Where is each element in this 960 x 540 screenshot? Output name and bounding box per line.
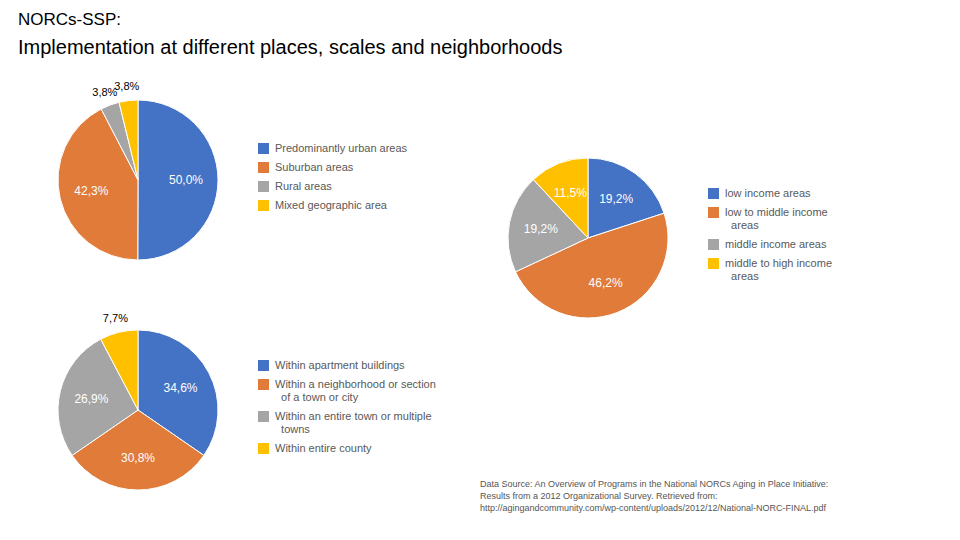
svg-text:11,5%: 11,5% [554,186,587,200]
svg-text:50,0%: 50,0% [169,173,203,187]
svg-text:46,2%: 46,2% [589,276,623,290]
html-text:Mixed geographic area: Mixed geographic area [275,199,387,211]
svg-text:19,2%: 19,2% [599,192,633,206]
html-text:Within apartment buildings: Within apartment buildings [275,359,405,371]
html-text:Predominantly urban areas: Predominantly urban areas [275,142,408,154]
svg-text:3,8%: 3,8% [92,85,118,98]
html-text:Data Source: An Overview of Pr: Data Source: An Overview of Programs in … [480,479,829,513]
html-text:Suburban areas: Suburban areas [275,161,354,173]
svg-text:7,7%: 7,7% [103,312,128,324]
svg-text:26,9%: 26,9% [74,392,108,406]
html-text:Within an entire town or multi: Within an entire town or multiple towns [275,410,432,435]
html-text:middle to high income areas: middle to high income areas [725,257,832,282]
svg-text:30,8%: 30,8% [121,451,155,465]
svg-text:34,6%: 34,6% [163,381,197,395]
svg-text:19,2%: 19,2% [524,222,558,236]
html-text:Within entire county: Within entire county [275,442,372,454]
html-text:low income areas: low income areas [725,187,811,199]
html-text:Within a neighborhood or secti: Within a neighborhood or section of a to… [275,378,436,403]
html-text:middle income areas: middle income areas [725,238,827,250]
html-text:Rural areas: Rural areas [275,180,332,192]
svg-text:3,8%: 3,8% [114,80,139,92]
html-text:Implementation at different pl: Implementation at different places, scal… [18,36,563,58]
html-text:NORCs-SSP:: NORCs-SSP: [18,10,121,29]
html-text:low to middle income areas: low to middle income areas [725,206,828,231]
svg-text:42,3%: 42,3% [74,184,108,198]
